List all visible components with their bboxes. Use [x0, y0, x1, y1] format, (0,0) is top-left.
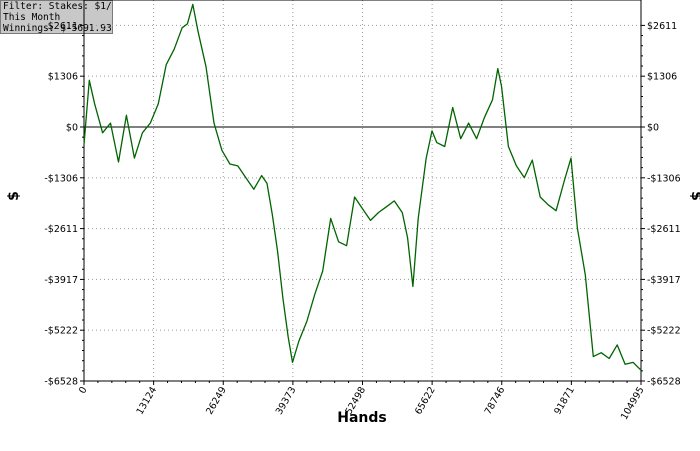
y-tick-label-left: $2611: [48, 21, 78, 32]
y-tick-label-left: $1306: [48, 72, 78, 83]
winnings-label: Winnings: $-5691.93: [3, 23, 112, 34]
y-tick-label-left: -$3917: [44, 275, 78, 286]
x-tick-label: 91871: [552, 385, 577, 417]
axis-ticks: [80, 24, 645, 385]
x-tick-label: 26249: [204, 385, 229, 417]
y-tick-label-right: -$2611: [647, 224, 681, 235]
x-tick-label: 0: [77, 385, 90, 396]
x-axis-title: Hands: [337, 410, 387, 426]
y-tick-label-left: -$1306: [44, 173, 78, 184]
y-tick-label-right: $0: [647, 123, 659, 134]
y-tick-label-right: -$1306: [647, 173, 681, 184]
y-tick-label-right: -$6528: [647, 377, 681, 388]
series-group: [83, 3, 642, 371]
x-tick-label: 13124: [135, 385, 160, 417]
x-tick-label: 104995: [619, 385, 647, 422]
y-axis-title: $: [6, 191, 22, 201]
y-tick-label-left: $0: [66, 123, 78, 134]
y-tick-label-right: $1306: [647, 72, 677, 83]
y-tick-label-left: -$5222: [44, 326, 78, 337]
y-tick-label-right: -$5222: [647, 326, 681, 337]
period-label: This Month: [3, 12, 61, 23]
y-tick-label-right: $2611: [647, 21, 677, 32]
y-tick-label-left: -$2611: [44, 224, 78, 235]
x-tick-label: 78746: [483, 385, 508, 417]
winnings-series-line: [83, 3, 642, 371]
plot-area-border: [83, 0, 642, 382]
y-axis-title-right: $: [688, 191, 700, 201]
tick-labels: -$6528 -$6528 -$5222 -$5222 -$3917 -$3917 -$26…: [44, 21, 680, 422]
y-tick-label-right: -$3917: [647, 275, 681, 286]
y-tick-label-left: -$6528: [44, 377, 78, 388]
grid-lines: [84, 0, 641, 382]
filter-label: Filter: Stakes: $1/2 NL: [3, 1, 112, 12]
x-tick-label: 65622: [413, 385, 438, 417]
filter-info-box: Filter: Stakes: $1/2 NL This Month Winni…: [0, 0, 113, 34]
x-tick-label: 39373: [274, 385, 299, 417]
